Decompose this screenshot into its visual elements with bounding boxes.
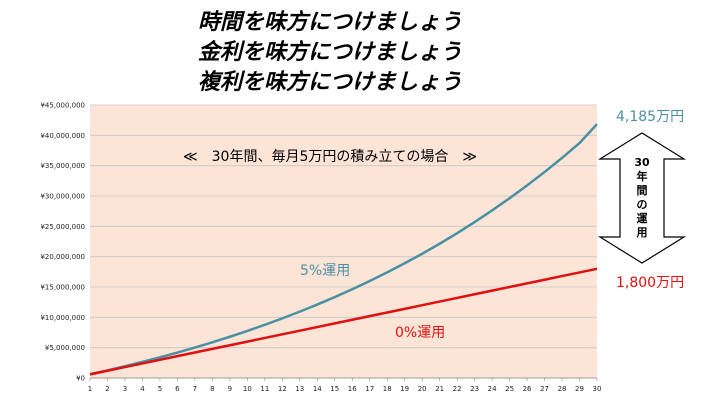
x-tick-label: 26: [523, 385, 532, 393]
y-tick-label: ¥40,000,000: [40, 132, 85, 140]
x-tick-label: 8: [210, 385, 214, 393]
y-tick-label: ¥0: [76, 375, 85, 383]
x-tick-label: 20: [418, 385, 427, 393]
x-tick-label: 10: [243, 385, 252, 393]
x-tick-label: 19: [400, 385, 409, 393]
x-tick-label: 7: [193, 385, 197, 393]
arrow-label-char: 間: [636, 184, 648, 197]
plot-area: [90, 105, 597, 378]
y-tick-label: ¥15,000,000: [40, 284, 85, 292]
title-line-3: 複利を味方につけましょう: [197, 70, 462, 95]
x-tick-label: 15: [330, 385, 339, 393]
x-tick-label: 6: [175, 385, 180, 393]
page-title: 時間を味方につけましょう 金利を味方につけましょう 複利を味方につけましょう: [120, 8, 540, 98]
arrow-label: 30 年間の運用: [630, 156, 654, 240]
end-value-label-bottom: 1,800万円: [616, 275, 684, 291]
y-tick-label: ¥35,000,000: [40, 162, 85, 170]
x-tick-label: 30: [593, 385, 602, 393]
x-tick-label: 25: [505, 385, 514, 393]
double-arrow-icon: [597, 132, 687, 264]
y-tick-label: ¥25,000,000: [40, 223, 85, 231]
title-line-1: 時間を味方につけましょう: [197, 10, 462, 35]
series-label-0pct: 0%運用: [395, 325, 445, 341]
x-tick-label: 28: [558, 385, 567, 393]
x-tick-label: 29: [575, 385, 584, 393]
y-tick-label: ¥30,000,000: [40, 193, 85, 201]
arrow-label-char: 年: [636, 170, 648, 183]
x-tick-label: 13: [295, 385, 304, 393]
y-tick-label: ¥5,000,000: [45, 344, 85, 352]
x-tick-label: 3: [123, 385, 127, 393]
x-tick-label: 9: [228, 385, 232, 393]
x-tick-label: 5: [158, 385, 162, 393]
x-tick-label: 18: [383, 385, 392, 393]
y-tick-label: ¥45,000,000: [40, 102, 85, 110]
x-tick-label: 2: [105, 385, 109, 393]
x-tick-label: 27: [540, 385, 549, 393]
x-tick-label: 22: [453, 385, 462, 393]
x-tick-label: 16: [348, 385, 357, 393]
y-axis: ¥0 ¥5,000,000 ¥10,000,000 ¥15,000,000 ¥20,00…: [40, 102, 85, 383]
x-tick-label: 14: [313, 385, 322, 393]
x-tick-label: 4: [140, 385, 145, 393]
x-axis: 1 2 3 4 5 6 7 8 9 10 11 12 13 14 15 16 17 18 19 20 21 22 23 24 2…: [88, 377, 602, 393]
x-tick-label: 11: [260, 385, 269, 393]
arrow-label-char: の: [636, 198, 648, 211]
x-tick-label: 1: [88, 385, 92, 393]
chart-annotation: ≪ 30年間、毎月5万円の積み立ての場合 ≫: [183, 149, 477, 165]
arrow-label-char: 運: [636, 212, 648, 225]
x-tick-label: 24: [488, 385, 497, 393]
x-tick-label: 17: [365, 385, 374, 393]
series-line-0pct: [89, 267, 598, 376]
x-tick-label: 12: [278, 385, 287, 393]
x-tick-label: 21: [435, 385, 444, 393]
series-lines: [89, 123, 598, 376]
series-line-5pct: [89, 123, 598, 376]
series-label-5pct: 5%運用: [300, 263, 350, 279]
y-tick-label: ¥20,000,000: [40, 253, 85, 261]
end-value-label-top: 4,185万円: [616, 109, 684, 125]
arrow-label-char: 用: [636, 226, 648, 239]
y-tick-label: ¥10,000,000: [40, 314, 85, 322]
title-line-2: 金利を味方につけましょう: [197, 40, 462, 65]
arrow-label-char: 30: [634, 156, 650, 169]
x-tick-label: 23: [470, 385, 479, 393]
